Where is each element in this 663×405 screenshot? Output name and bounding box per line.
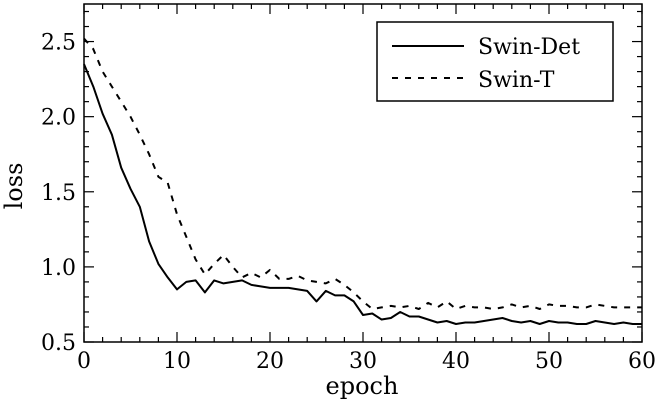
y-axis-title: loss: [0, 163, 28, 210]
x-tick-label: 50: [535, 349, 563, 374]
tick-labels-group: 0 10 20 30 40 50 60 0.5 1.0 1.5 2.0 2.5: [41, 31, 656, 374]
y-tick-label: 2.0: [41, 106, 76, 131]
series-line-swin-t: [83, 37, 642, 310]
y-tick-label: 0.5: [41, 331, 76, 356]
y-tick-label: 1.0: [41, 256, 76, 281]
series-line-swin-det: [83, 63, 642, 325]
legend-box: [376, 21, 614, 102]
legend-label-swin-t: Swin-T: [478, 68, 555, 93]
y-tick-label: 1.5: [41, 181, 76, 206]
x-tick-label: 40: [442, 349, 470, 374]
legend-label-swin-det: Swin-Det: [478, 35, 580, 60]
x-tick-label: 20: [256, 349, 284, 374]
x-tick-label: 10: [163, 349, 191, 374]
y-tick-label: 2.5: [41, 31, 76, 56]
legend: Swin-Det Swin-T: [376, 21, 614, 102]
x-tick-label: 30: [349, 349, 377, 374]
x-axis-title: epoch: [326, 372, 399, 400]
series-group: [83, 37, 642, 325]
plot-frame: [83, 3, 643, 343]
x-tick-label: 60: [628, 349, 656, 374]
x-tick-label: 0: [77, 349, 91, 374]
